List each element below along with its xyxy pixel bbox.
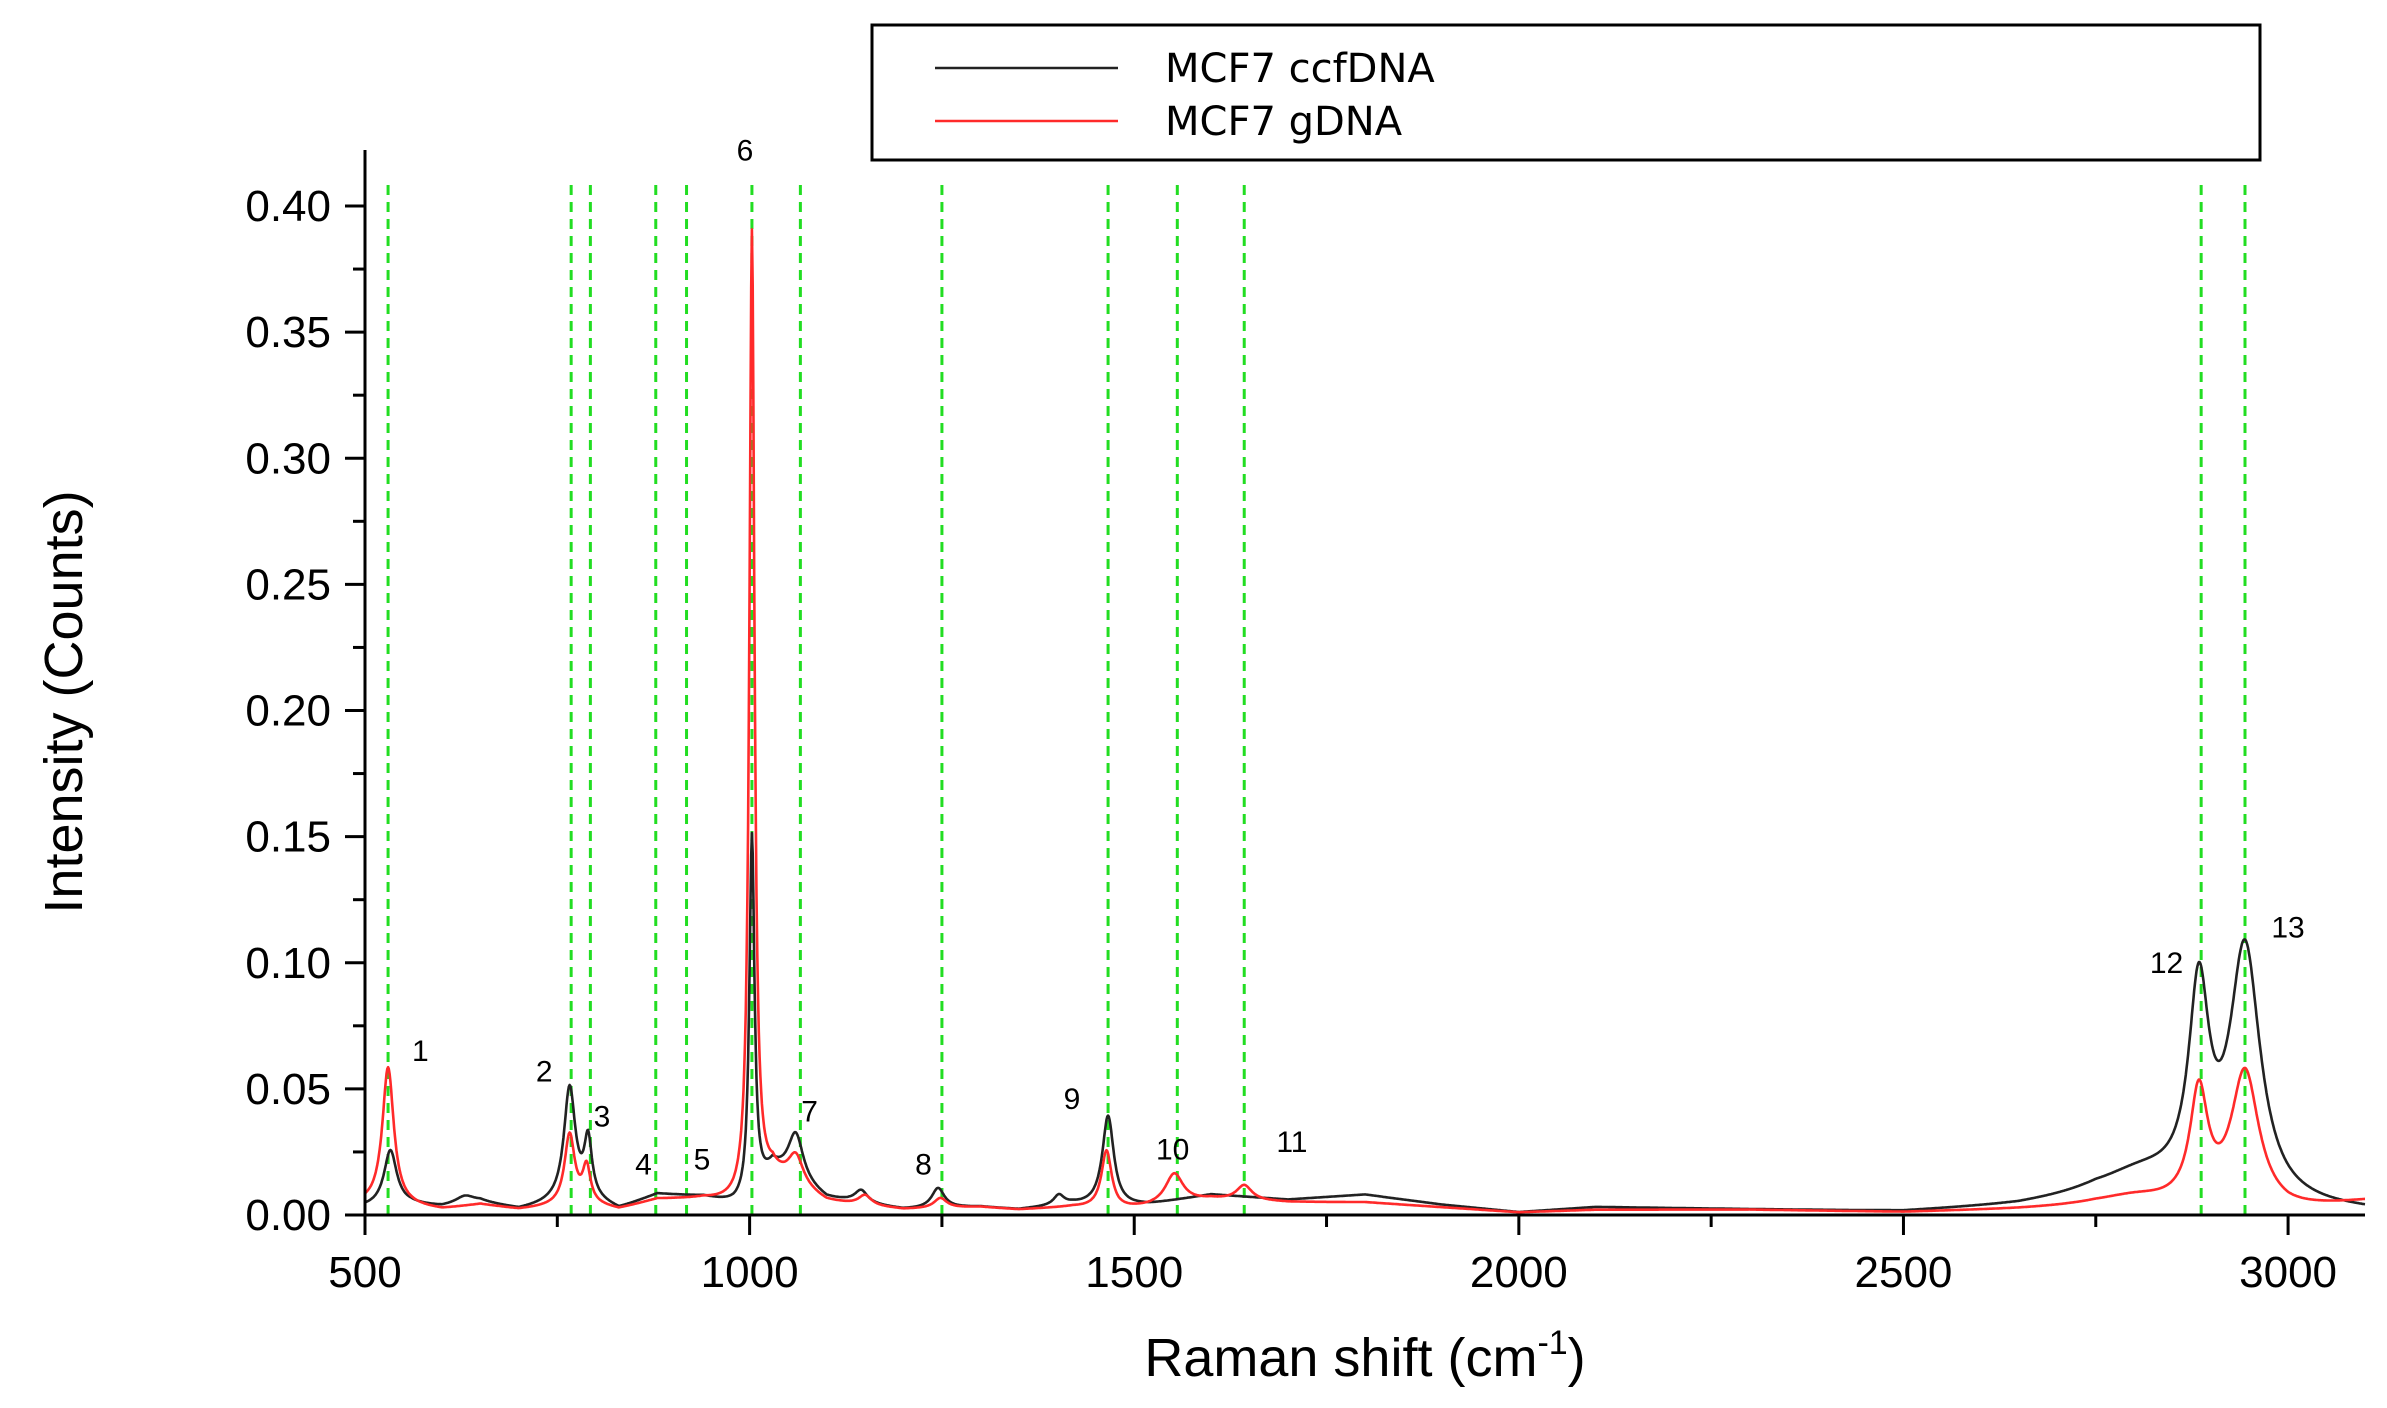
y-tick-label-4: 0.20 — [245, 687, 331, 736]
peak-label-7: 7 — [801, 1096, 818, 1129]
peak-label-6: 6 — [737, 135, 754, 168]
peak-label-12: 12 — [2150, 947, 2183, 980]
peak-label-10: 10 — [1156, 1134, 1189, 1167]
series-line-ccfdna — [364, 831, 2366, 1214]
x-axis-title: Raman shift (cm-1) — [1144, 1324, 1585, 1388]
y-tick-label-7: 0.35 — [245, 308, 331, 357]
peak-label-13: 13 — [2271, 912, 2304, 945]
y-tick-label-0: 0.00 — [245, 1191, 331, 1240]
legend-label-gdna: MCF7 gDNA — [1165, 99, 1403, 145]
peak-label-8: 8 — [915, 1149, 932, 1182]
y-tick-label-3: 0.15 — [245, 813, 331, 862]
y-axis-title: Intensity (Counts) — [34, 490, 94, 913]
peak-label-2: 2 — [536, 1055, 553, 1088]
x-tick-label-2500: 2500 — [1855, 1248, 1953, 1297]
x-tick-label-3000: 3000 — [2239, 1248, 2337, 1297]
y-tick-label-6: 0.30 — [245, 434, 331, 483]
ticks — [345, 204, 2290, 1235]
reference-lines — [386, 185, 2247, 1215]
peak-label-5: 5 — [694, 1144, 711, 1177]
legend-label-ccfdna: MCF7 ccfDNA — [1165, 46, 1435, 92]
peak-label-1: 1 — [412, 1035, 429, 1068]
peak-label-4: 4 — [635, 1149, 652, 1182]
y-tick-label-8: 0.40 — [245, 182, 331, 231]
axes — [363, 150, 2365, 1217]
peak-label-3: 3 — [594, 1101, 611, 1134]
x-tick-label-1500: 1500 — [1085, 1248, 1183, 1297]
x-tick-label-1000: 1000 — [701, 1248, 799, 1297]
series-line-gdna — [364, 228, 2366, 1214]
y-tick-label-2: 0.10 — [245, 939, 331, 988]
x-tick-label-2000: 2000 — [1470, 1248, 1568, 1297]
x-axis-title-exponent: -1 — [1537, 1324, 1567, 1362]
legend-box — [870, 23, 2262, 162]
tick-labels: 500 1000 1500 2000 2500 3000 0.00 0.05 0.10 0.15 0… — [245, 182, 2337, 1297]
x-axis-title-close: ) — [1568, 1328, 1586, 1388]
peak-label-11: 11 — [1276, 1126, 1307, 1159]
y-tick-label-5: 0.25 — [245, 560, 331, 609]
series-layer — [364, 228, 2366, 1214]
x-tick-label-500: 500 — [328, 1248, 401, 1297]
y-tick-label-1: 0.05 — [245, 1065, 331, 1114]
legend: MCF7 ccfDNA MCF7 gDNA — [870, 23, 2262, 162]
x-axis-title-main: Raman shift (cm — [1144, 1328, 1537, 1388]
peak-label-9: 9 — [1064, 1083, 1081, 1116]
